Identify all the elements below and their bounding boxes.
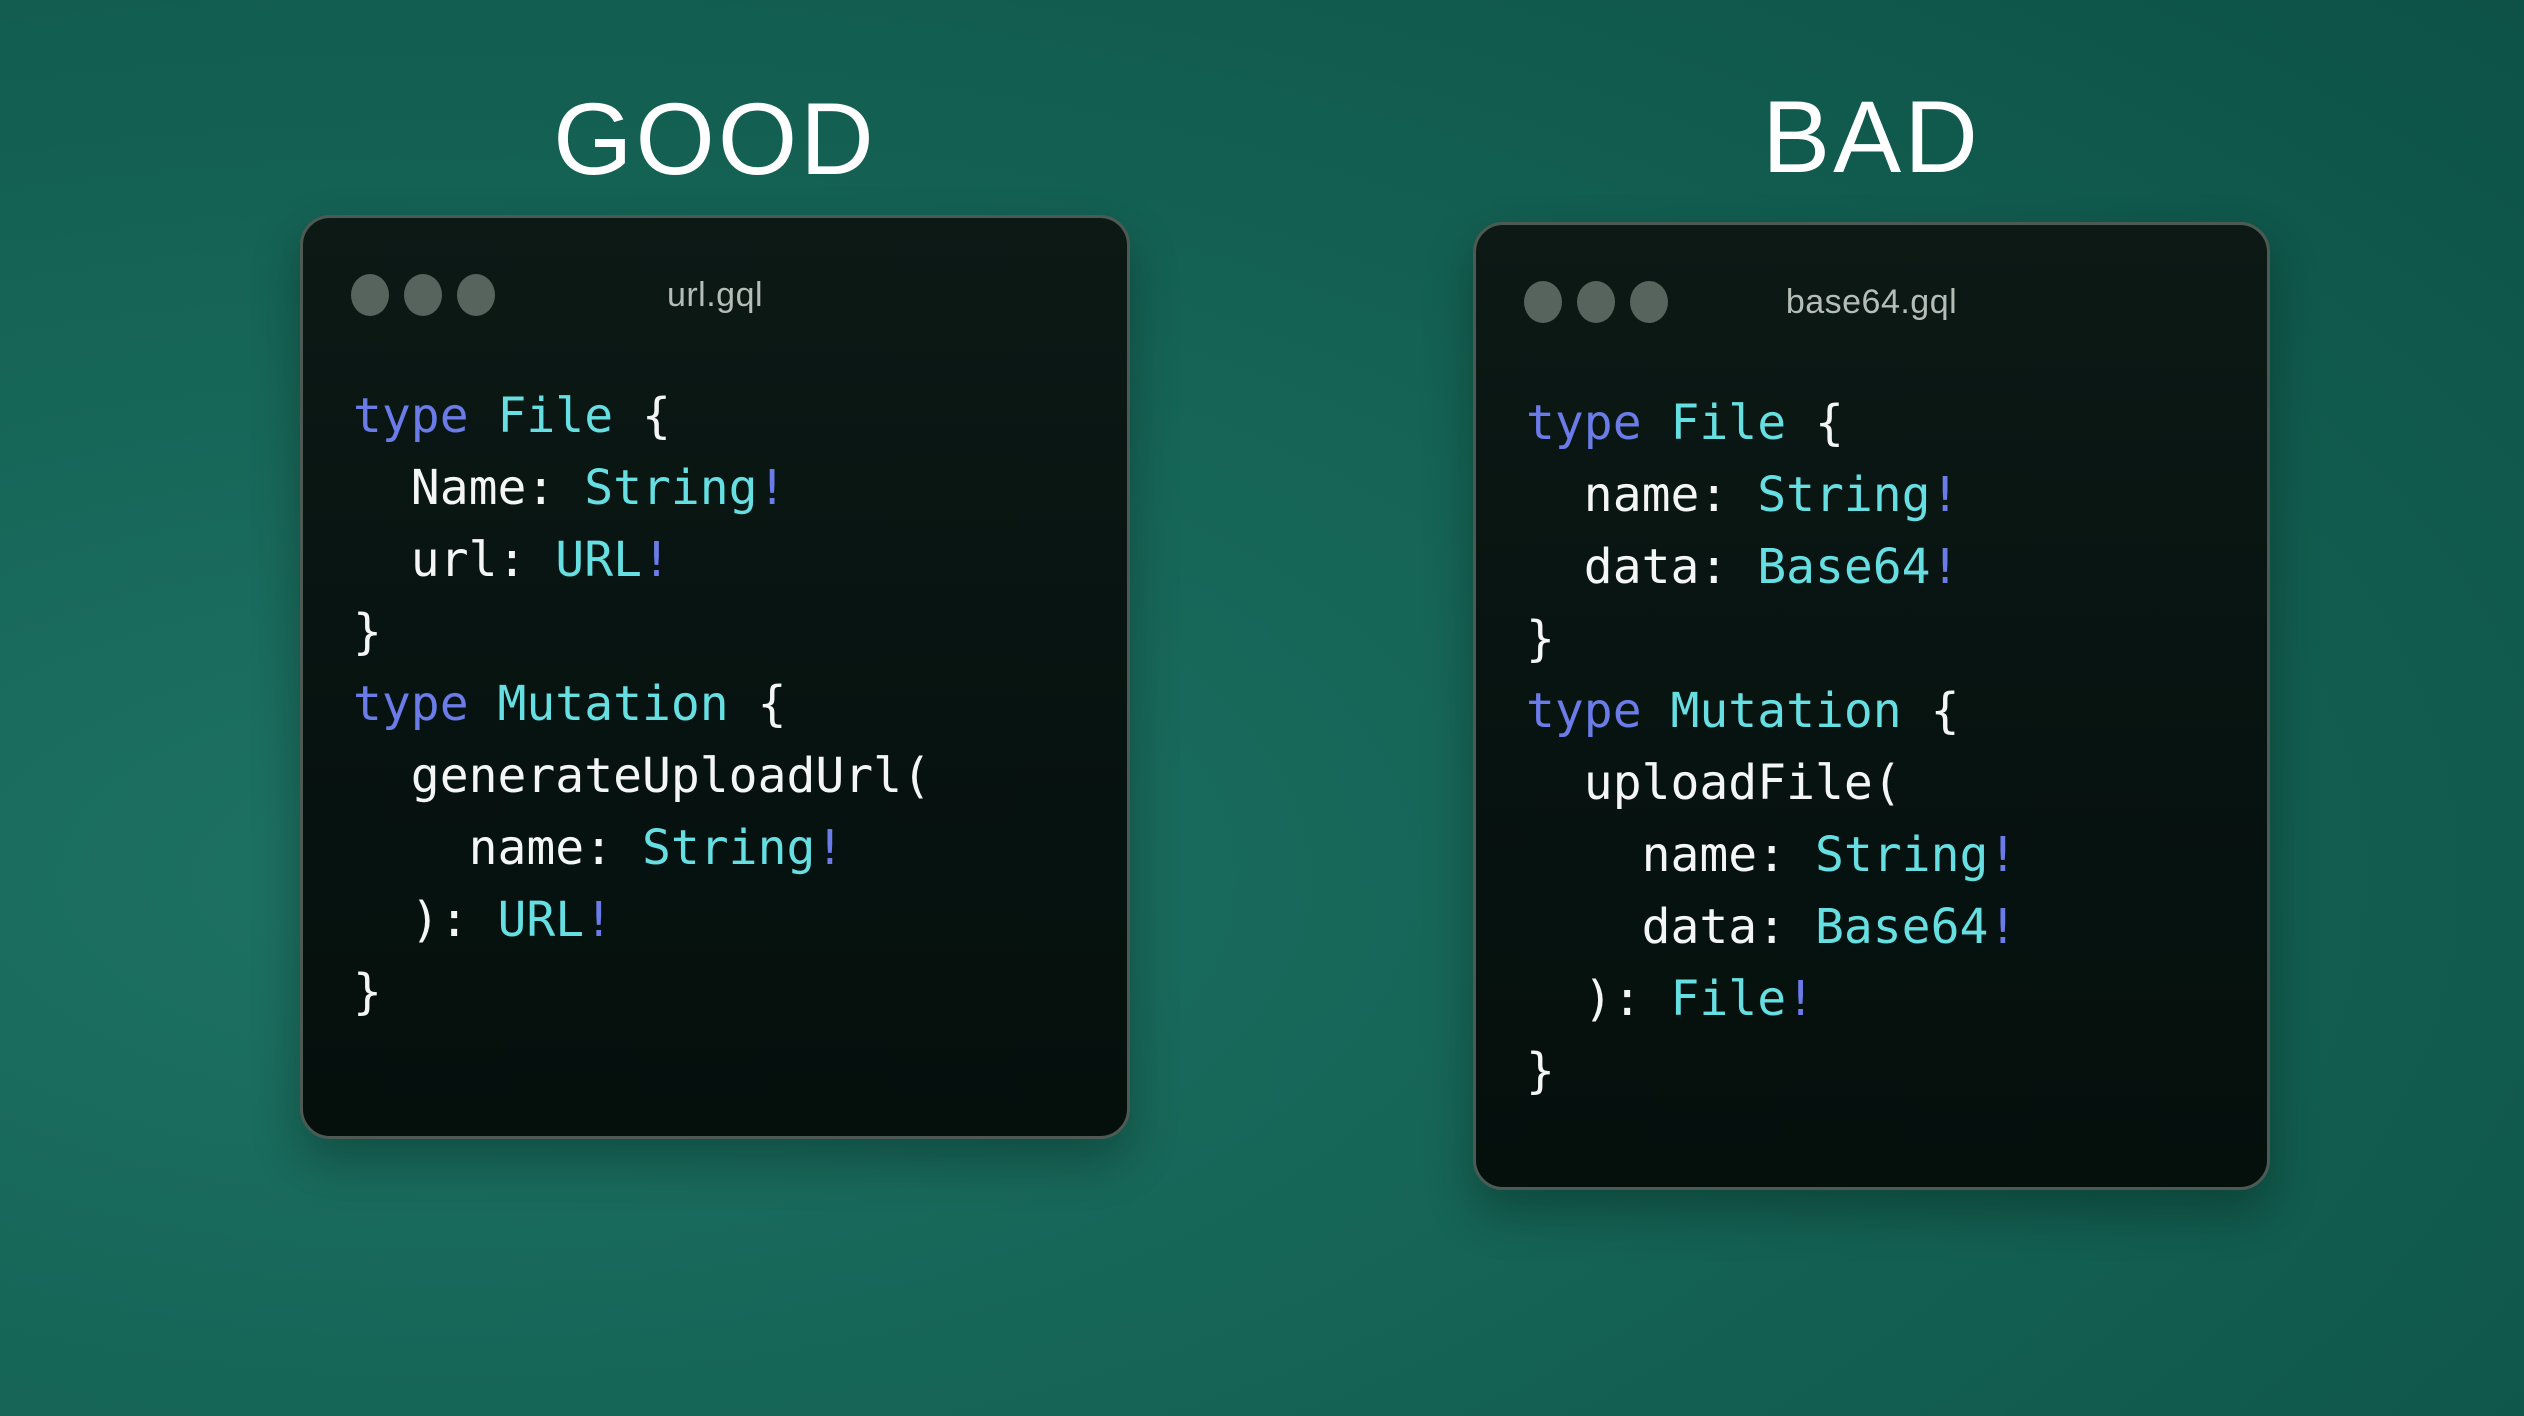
code-line: name: String! <box>1526 827 2018 883</box>
code-line: ): URL! <box>353 892 614 948</box>
code-line: generateUploadUrl( <box>353 748 931 804</box>
window-dot-icon <box>457 274 495 316</box>
code-line: data: Base64! <box>1526 539 1960 595</box>
code-line: ): File! <box>1526 971 1815 1027</box>
window-dot-icon <box>351 274 389 316</box>
window-title: base64.gql <box>1785 283 1958 321</box>
code-line: Name: String! <box>353 460 787 516</box>
window-controls <box>351 274 1079 316</box>
code-line: type File { <box>1526 395 1844 451</box>
window-dot-icon <box>1524 281 1562 323</box>
window-controls <box>1524 281 2219 323</box>
good-heading: GOOD <box>553 82 877 196</box>
window-dot-icon <box>404 274 442 316</box>
code-line: } <box>1526 611 1555 667</box>
code-line: } <box>1526 1043 1555 1099</box>
window-dot-icon <box>1577 281 1615 323</box>
code-line: type File { <box>353 388 671 444</box>
code-line: type Mutation { <box>353 676 787 732</box>
window-titlebar: base64.gql <box>1476 225 2267 323</box>
code-window-base64: base64.gql type File { name: String! dat… <box>1473 222 2270 1190</box>
window-titlebar: url.gql <box>303 218 1127 316</box>
window-title: url.gql <box>666 276 764 314</box>
code-line: uploadFile( <box>1526 755 1902 811</box>
window-dot-icon <box>1630 281 1668 323</box>
code-block: type File { Name: String! url: URL!} type… <box>303 316 1127 1028</box>
code-line: name: String! <box>1526 467 1960 523</box>
code-block: type File { name: String! data: Base64!}… <box>1476 323 2267 1107</box>
code-line: url: URL! <box>353 532 671 588</box>
code-line: name: String! <box>353 820 845 876</box>
code-line: data: Base64! <box>1526 899 2018 955</box>
bad-heading: BAD <box>1762 80 1981 194</box>
code-line: } <box>353 964 382 1020</box>
code-line: } <box>353 604 382 660</box>
code-window-url: url.gql type File { Name: String! url: U… <box>300 215 1130 1139</box>
code-line: type Mutation { <box>1526 683 1960 739</box>
